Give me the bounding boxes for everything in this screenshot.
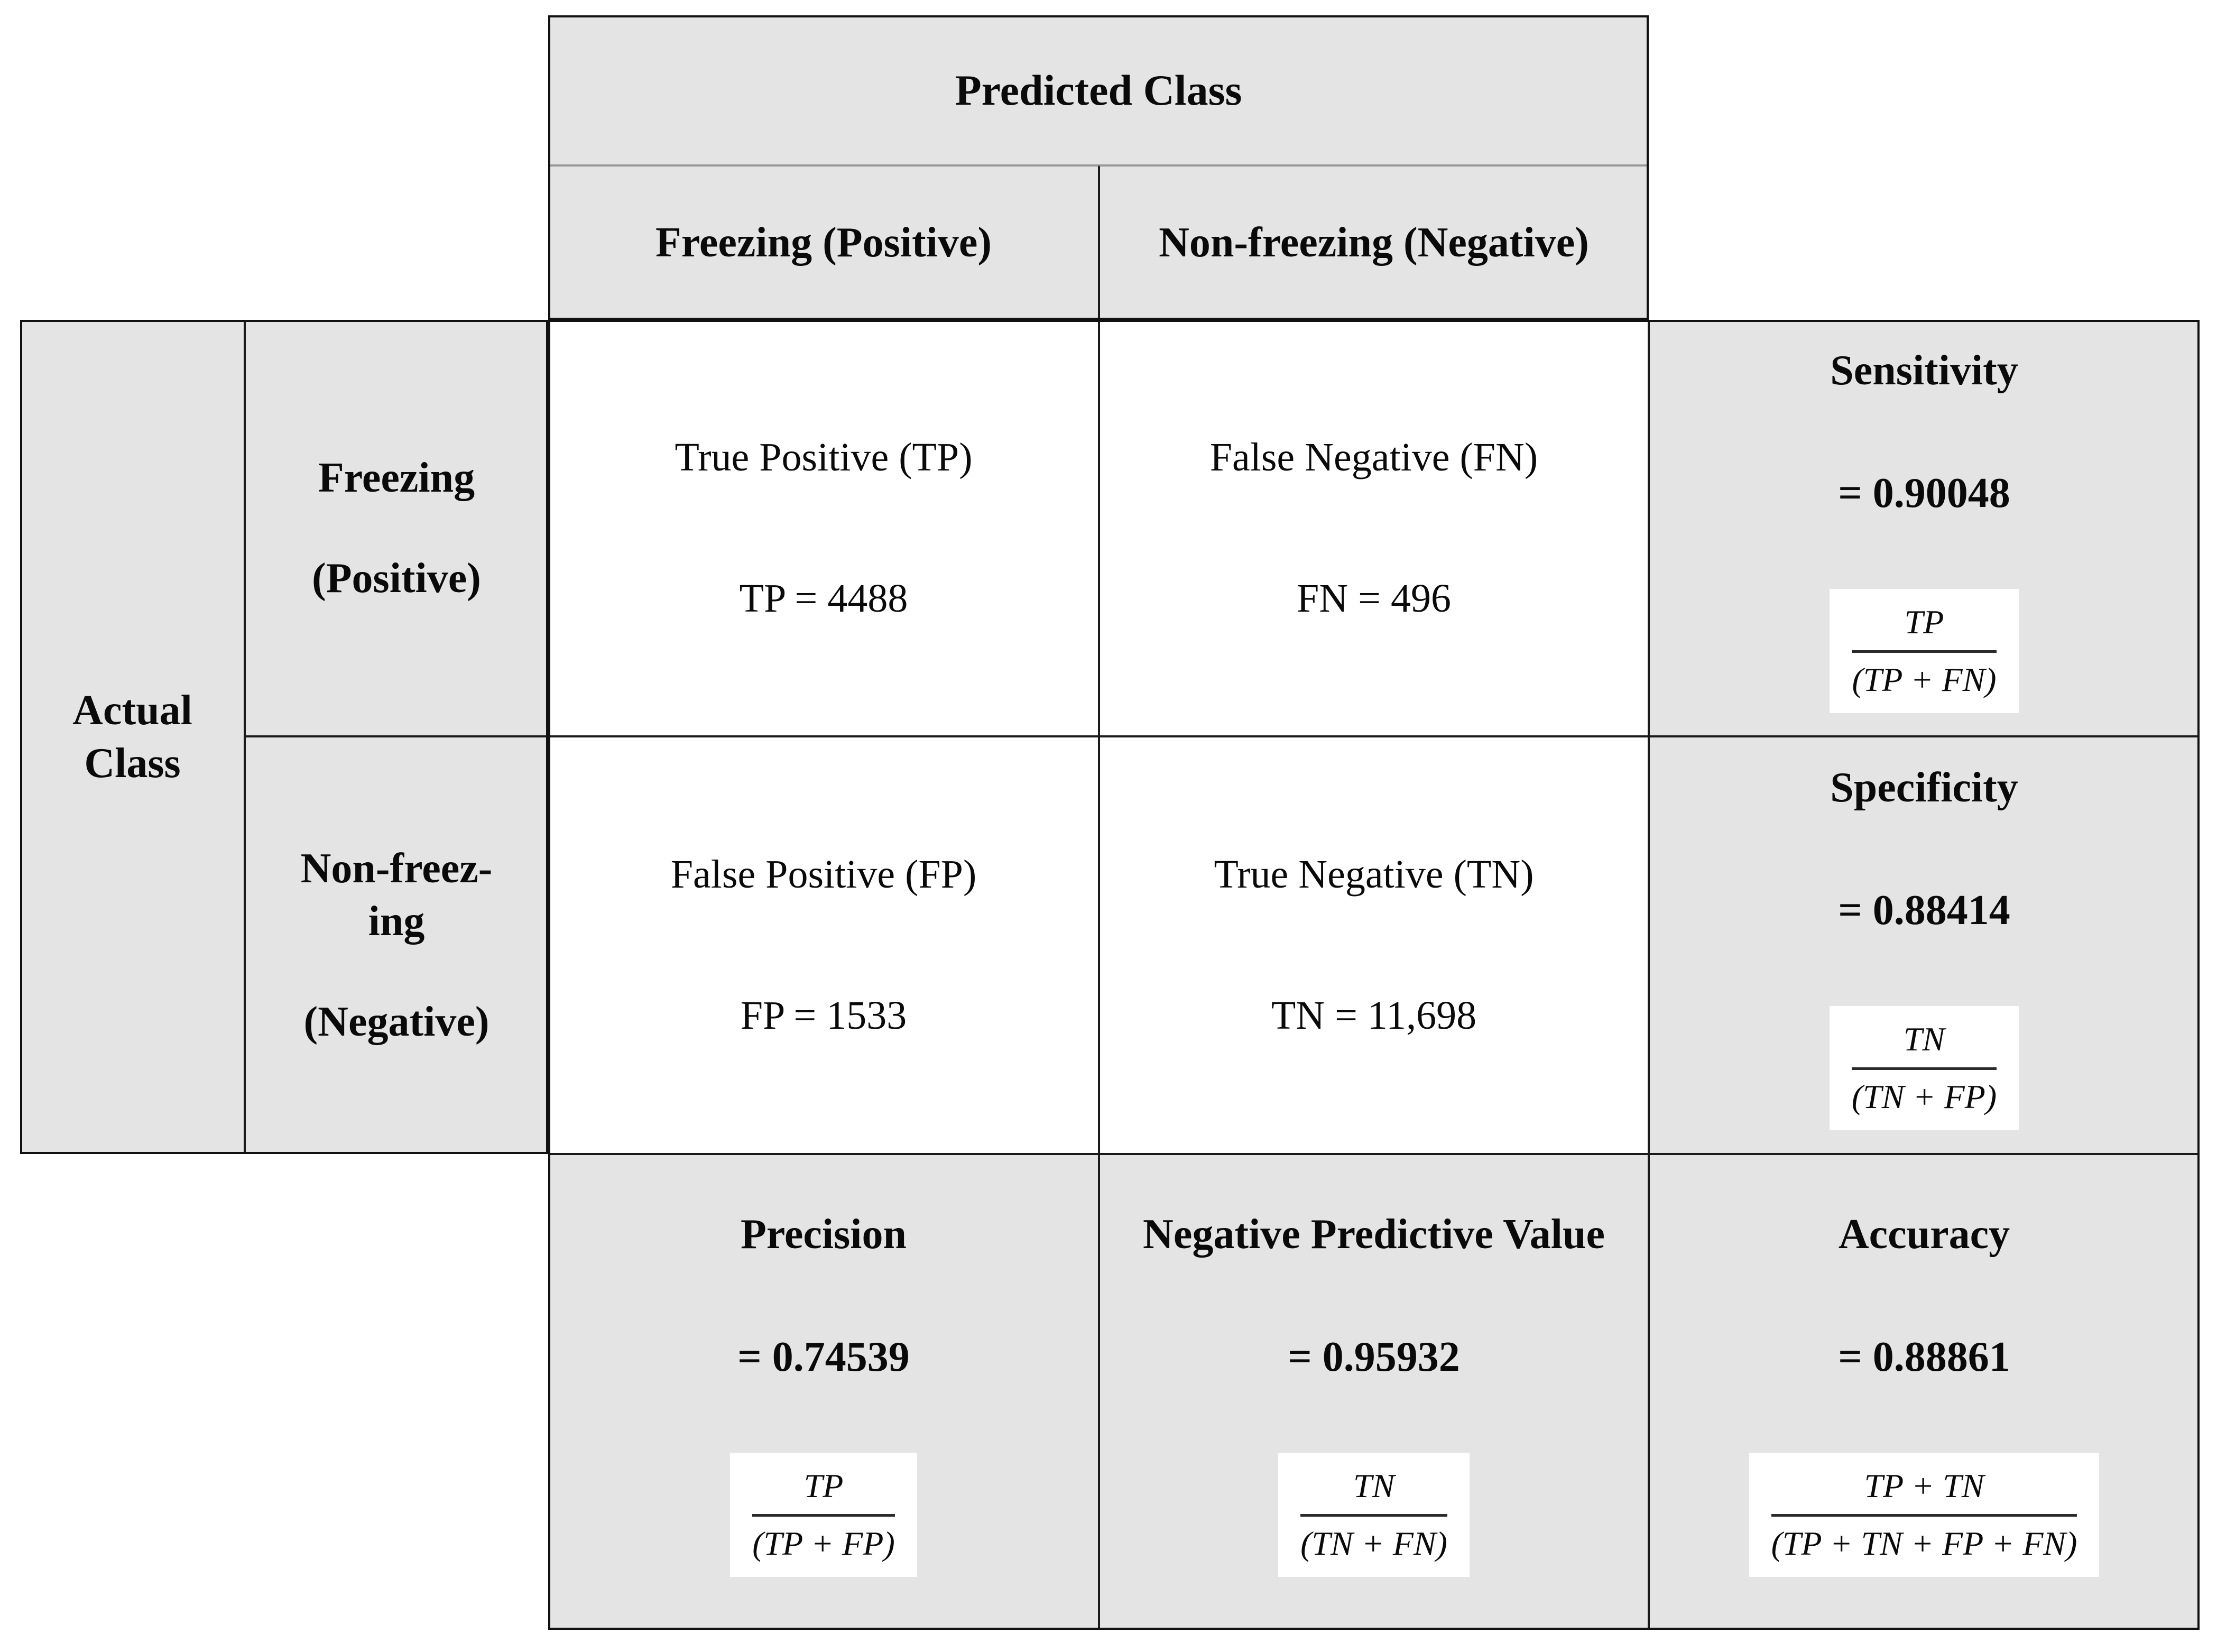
predicted-class-header: Predicted Class [548,15,1649,165]
false-positive-value: FP = 1533 [740,993,907,1038]
column-header-nonfreezing-label: Non-freezing (Negative) [1159,219,1589,266]
specificity-value: = 0.88414 [1838,887,2010,934]
column-header-freezing-positive: Freezing (Positive) [548,165,1099,320]
row-header-nonfreezing-line3: (Negative) [303,999,489,1045]
precision-formula-numerator: TP [752,1466,895,1517]
true-negative-label: True Negative (TN) [1214,852,1534,897]
actual-class-header: Actual Class [20,320,245,1154]
npv-formula-numerator: TN [1300,1466,1447,1517]
actual-class-label-line2: Class [84,740,181,787]
false-negative-value: FN = 496 [1296,576,1451,621]
sensitivity-formula-numerator: TP [1852,603,1997,653]
cell-accuracy: Accuracy = 0.88861 TP + TN (TP + TN + FP… [1649,1154,2200,1630]
cell-precision: Precision = 0.74539 TP (TP + FP) [548,1154,1099,1630]
accuracy-value: = 0.88861 [1838,1334,2010,1381]
accuracy-formula-denominator: (TP + TN + FP + FN) [1771,1525,2077,1562]
sensitivity-title: Sensitivity [1830,347,2018,394]
row-header-nonfreezing-negative: Non-freez- ing (Negative) [245,736,548,1154]
npv-title: Negative Predictive Value [1143,1211,1605,1258]
sensitivity-formula: TP (TP + FN) [1830,589,2019,713]
predicted-class-label: Predicted Class [955,66,1242,114]
false-positive-label: False Positive (FP) [670,852,977,897]
cell-sensitivity: Sensitivity = 0.90048 TP (TP + FN) [1649,320,2200,736]
row-header-freezing-positive: Freezing (Positive) [245,320,548,736]
cell-true-negative: True Negative (TN) TN = 11,698 [1099,736,1649,1154]
accuracy-formula-numerator: TP + TN [1771,1466,2077,1517]
true-positive-value: TP = 4488 [739,576,908,621]
specificity-formula-numerator: TN [1851,1020,1997,1070]
cell-specificity: Specificity = 0.88414 TN (TN + FP) [1649,736,2200,1154]
column-header-nonfreezing-negative: Non-freezing (Negative) [1099,165,1649,320]
npv-value: = 0.95932 [1288,1334,1460,1381]
cell-false-positive: False Positive (FP) FP = 1533 [548,736,1099,1154]
specificity-formula: TN (TN + FP) [1829,1006,2019,1130]
npv-formula: TN (TN + FN) [1278,1453,1470,1577]
precision-formula: TP (TP + FP) [730,1453,917,1577]
cell-true-positive: True Positive (TP) TP = 4488 [548,320,1099,736]
precision-value: = 0.74539 [737,1334,910,1381]
specificity-title: Specificity [1830,764,2018,811]
true-positive-label: True Positive (TP) [675,435,973,479]
false-negative-label: False Negative (FN) [1209,435,1538,479]
row-header-freezing-line2: (Positive) [312,555,481,602]
cell-false-negative: False Negative (FN) FN = 496 [1099,320,1649,736]
sensitivity-formula-denominator: (TP + FN) [1852,661,1997,698]
accuracy-formula: TP + TN (TP + TN + FP + FN) [1749,1453,2100,1577]
specificity-formula-denominator: (TN + FP) [1851,1078,1997,1115]
row-header-nonfreezing-line1: Non-freez- [300,845,493,892]
column-header-freezing-label: Freezing (Positive) [655,219,992,266]
precision-title: Precision [740,1211,907,1258]
sensitivity-value: = 0.90048 [1838,470,2010,517]
actual-class-label-line1: Actual [72,687,192,734]
confusion-matrix-table: Predicted Class Freezing (Positive) Non-… [20,15,2200,1630]
accuracy-title: Accuracy [1838,1211,2010,1258]
true-negative-value: TN = 11,698 [1271,993,1477,1038]
precision-formula-denominator: (TP + FP) [752,1525,895,1562]
row-header-nonfreezing-line2: ing [368,898,425,945]
row-header-freezing-line1: Freezing [318,455,475,501]
npv-formula-denominator: (TN + FN) [1300,1525,1447,1562]
cell-negative-predictive-value: Negative Predictive Value = 0.95932 TN (… [1099,1154,1649,1630]
